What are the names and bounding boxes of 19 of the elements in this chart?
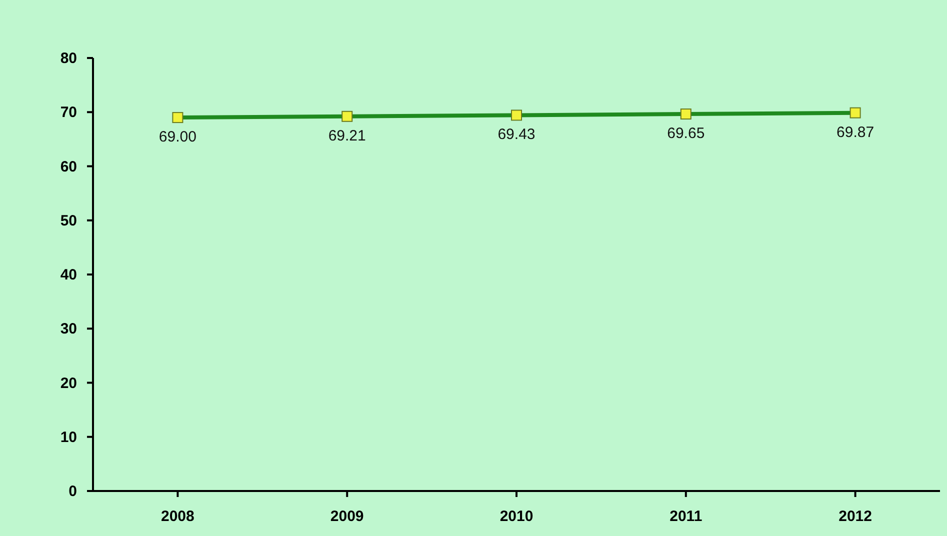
x-tick-label: 2009 [330, 508, 364, 525]
y-tick-label: 70 [60, 104, 77, 122]
data-label: 69.00 [158, 128, 196, 146]
x-tick-label: 2008 [161, 508, 194, 525]
data-label: 69.65 [667, 125, 705, 142]
data-label: 69.43 [498, 126, 536, 144]
y-tick-label: 80 [60, 50, 77, 67]
y-tick-label: 20 [60, 374, 77, 392]
y-tick-label: 10 [60, 428, 77, 446]
y-tick-label: 0 [68, 483, 77, 500]
data-label: 69.87 [836, 124, 874, 141]
y-tick-label: 60 [60, 158, 77, 176]
y-tick-label: 40 [60, 266, 77, 284]
x-tick-label: 2011 [670, 508, 702, 525]
x-tick-label: 2012 [838, 508, 872, 525]
data-label: 69.21 [328, 127, 366, 144]
y-tick-label: 30 [60, 320, 77, 338]
x-tick-label: 2010 [500, 508, 534, 525]
y-tick-label: 50 [60, 212, 77, 230]
